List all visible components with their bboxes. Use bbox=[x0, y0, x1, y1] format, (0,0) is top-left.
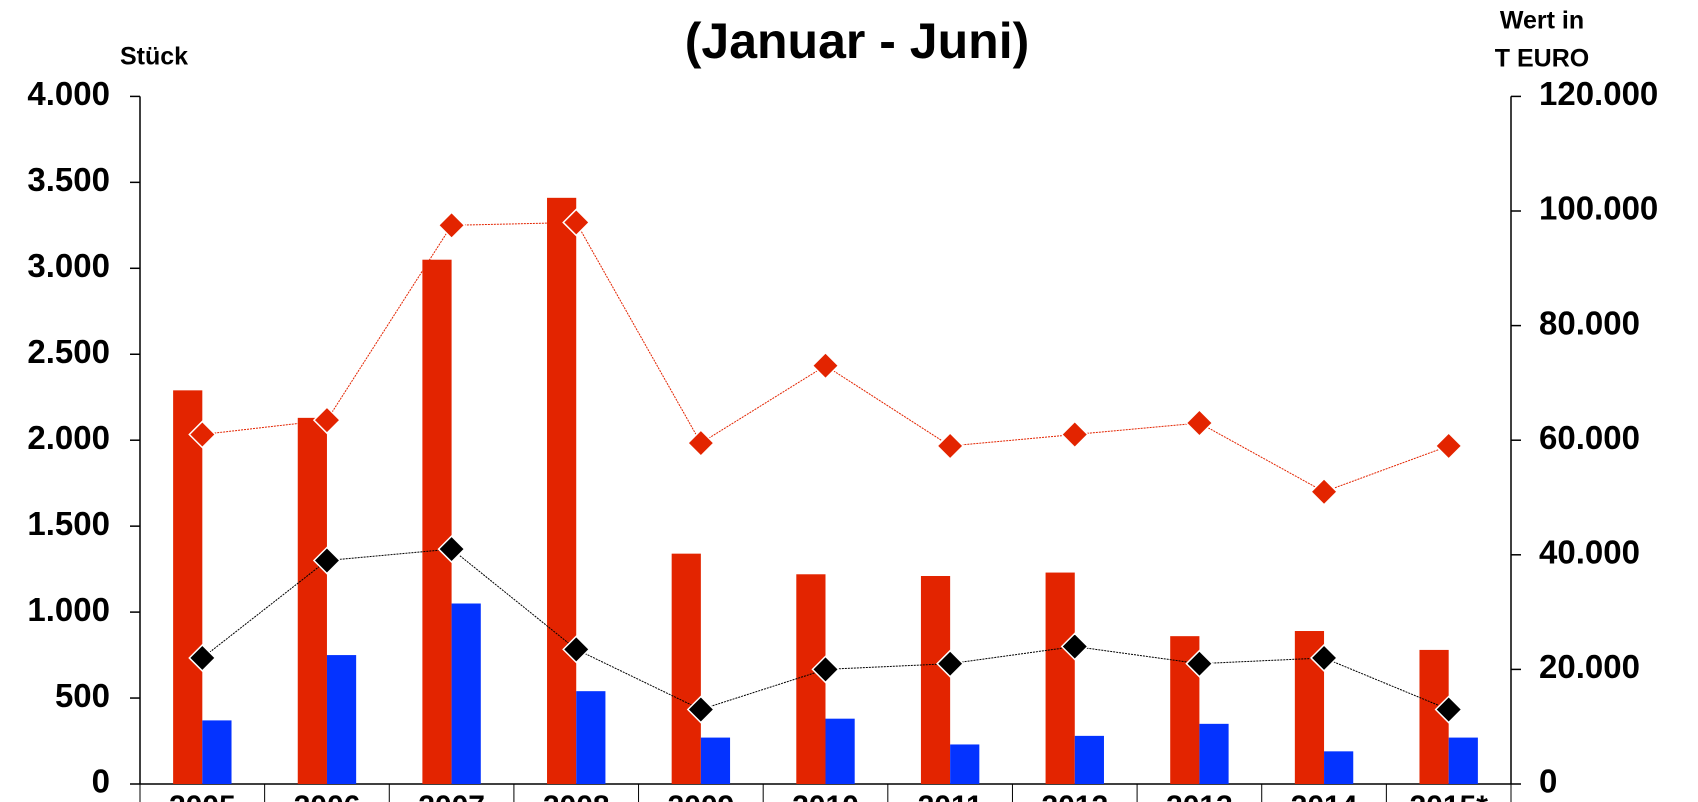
marker bbox=[1185, 408, 1214, 438]
x-tick-label: 2013 bbox=[1166, 790, 1233, 802]
y-tick-label: 3.500 bbox=[27, 161, 110, 198]
marker bbox=[1434, 695, 1463, 724]
y2-tick-label: 20.000 bbox=[1539, 648, 1640, 685]
bar bbox=[202, 720, 232, 784]
y2-tick-label: 80.000 bbox=[1539, 304, 1640, 341]
x-tick-label: 2009 bbox=[667, 790, 734, 802]
line bbox=[202, 221, 1449, 493]
x-tick-label: 2010 bbox=[792, 790, 859, 802]
bar bbox=[422, 259, 452, 785]
marker bbox=[562, 208, 591, 237]
y2-tick-label: 0 bbox=[1539, 763, 1557, 800]
marker bbox=[1060, 420, 1089, 449]
bar bbox=[796, 574, 826, 784]
bar bbox=[1448, 737, 1478, 784]
bar bbox=[825, 718, 855, 784]
y-tick-label: 4.000 bbox=[27, 75, 110, 112]
y2-tick-label: 120.000 bbox=[1539, 75, 1658, 112]
y-tick-label: 500 bbox=[55, 677, 110, 714]
y2-axis-title: Wert in bbox=[1500, 7, 1584, 35]
marker bbox=[1434, 431, 1463, 460]
y2-tick-label: 100.000 bbox=[1539, 190, 1658, 227]
x-tick-label: 2011 bbox=[918, 790, 983, 802]
marker bbox=[1309, 477, 1339, 506]
y-tick-label: 1.500 bbox=[27, 505, 110, 542]
marker bbox=[686, 695, 715, 724]
y-tick-label: 1.000 bbox=[27, 591, 110, 628]
marker bbox=[188, 420, 217, 449]
marker bbox=[437, 535, 466, 564]
bar bbox=[297, 417, 327, 784]
marker bbox=[686, 429, 715, 458]
line bbox=[202, 548, 1449, 711]
marker bbox=[312, 406, 342, 435]
marker bbox=[188, 643, 217, 673]
y-axis-title: Stück bbox=[120, 43, 188, 71]
bar bbox=[173, 390, 203, 784]
marker bbox=[1309, 643, 1339, 673]
marker bbox=[811, 655, 840, 684]
bar bbox=[1074, 735, 1104, 784]
y-tick-label: 2.500 bbox=[27, 333, 110, 370]
x-tick-label: 2014 bbox=[1291, 790, 1358, 802]
bar bbox=[326, 655, 357, 784]
marker bbox=[312, 546, 342, 575]
marker bbox=[562, 635, 591, 664]
y-tick-label: 2.000 bbox=[27, 419, 110, 456]
bar bbox=[671, 553, 701, 784]
chart-title: (Januar - Juni) bbox=[685, 13, 1029, 69]
x-tick-label: 2006 bbox=[294, 790, 361, 802]
marker bbox=[437, 211, 466, 240]
x-tick-label: 2007 bbox=[418, 790, 485, 802]
marker bbox=[936, 649, 965, 678]
bar bbox=[920, 576, 951, 784]
bar bbox=[1199, 723, 1229, 784]
bar bbox=[576, 691, 606, 784]
bar bbox=[950, 744, 980, 784]
marker bbox=[1185, 649, 1214, 678]
bar bbox=[1324, 751, 1354, 784]
y2-axis-title: T EURO bbox=[1495, 45, 1589, 73]
y-tick-label: 0 bbox=[92, 763, 110, 800]
x-tick-label: 2015* bbox=[1409, 790, 1488, 802]
marker bbox=[1060, 632, 1089, 661]
bar bbox=[547, 197, 577, 785]
bar bbox=[1045, 572, 1075, 784]
marker bbox=[936, 431, 965, 460]
marker bbox=[811, 351, 840, 380]
y2-tick-label: 40.000 bbox=[1539, 534, 1640, 571]
y-tick-label: 3.000 bbox=[27, 247, 110, 284]
y2-tick-label: 60.000 bbox=[1539, 419, 1640, 456]
bar bbox=[451, 603, 481, 784]
x-tick-label: 2005 bbox=[169, 790, 236, 802]
x-tick-label: 2012 bbox=[1041, 790, 1108, 802]
x-tick-label: 2008 bbox=[543, 790, 610, 802]
bar bbox=[700, 737, 731, 784]
